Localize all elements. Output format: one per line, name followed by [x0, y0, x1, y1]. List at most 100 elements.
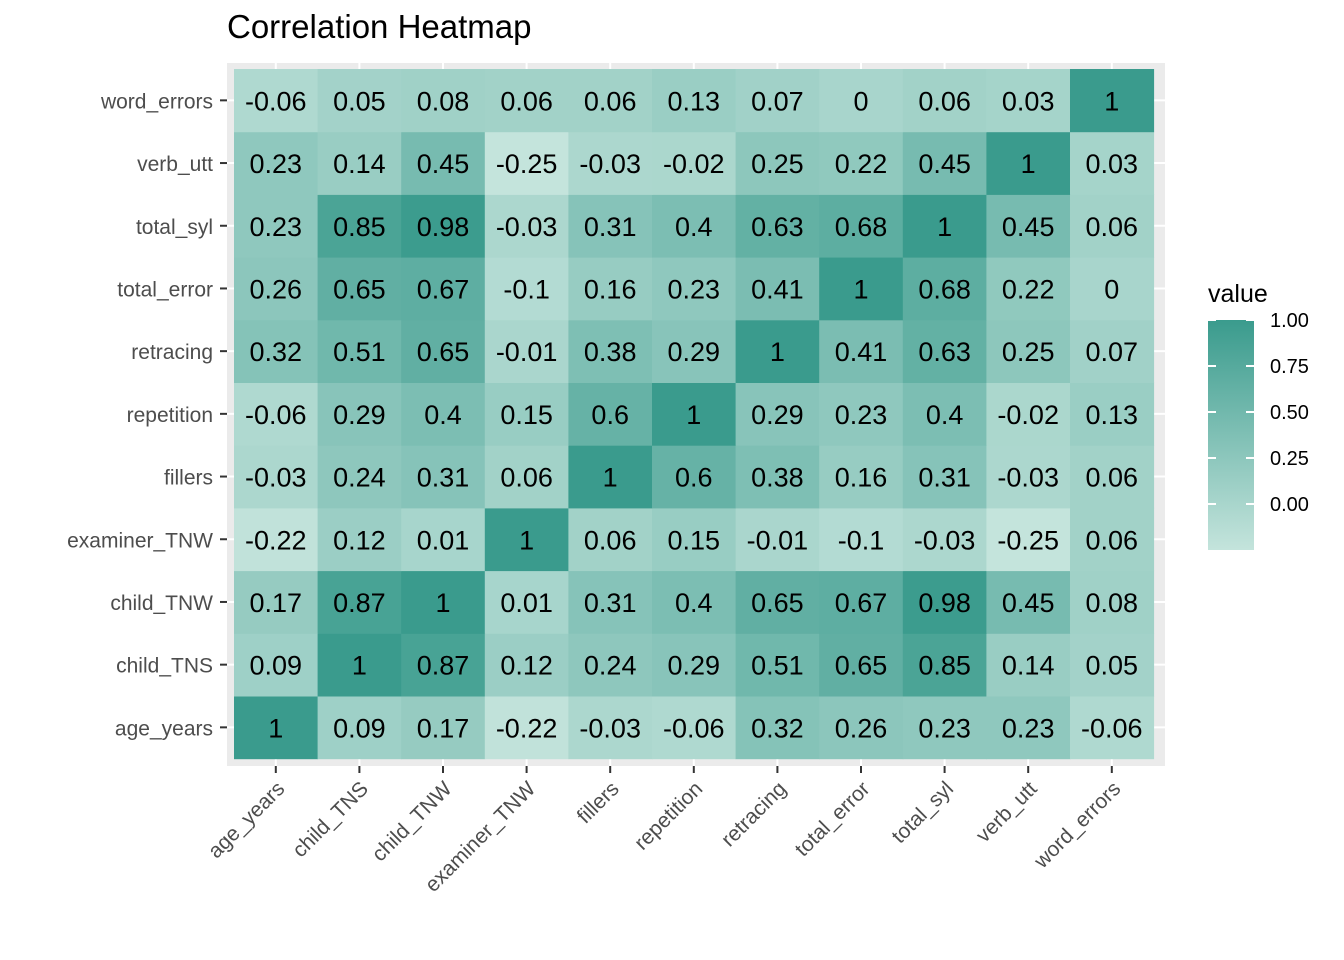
cell-value-label: 0.24 — [333, 463, 386, 493]
cell-value-label: -0.03 — [496, 212, 558, 242]
heatmap-cell-age_years-retracing — [735, 696, 820, 760]
cell-value-label: 0.16 — [584, 274, 637, 304]
cell-value-label: 0.63 — [751, 212, 804, 242]
cell-value-label: 0.23 — [918, 713, 971, 743]
cell-value-label: -0.1 — [838, 525, 885, 555]
heatmap-cell-examiner_TNW-word_errors — [1070, 507, 1155, 572]
cell-value-label: 0.08 — [1086, 588, 1139, 618]
y-tick-label: age_years — [115, 717, 213, 740]
heatmap-cell-child_TNS-verb_utt — [986, 633, 1071, 697]
heatmap-cell-fillers-retracing — [735, 445, 820, 509]
x-tick-label: child_TNW — [368, 777, 457, 866]
cell-value-label: 0.22 — [835, 149, 888, 179]
legend: value 1.00 0.75 0.50 0.25 0.00 — [1208, 280, 1309, 550]
heatmap-cell-child_TNS-age_years — [234, 633, 319, 697]
cell-value-label: 0.07 — [751, 86, 804, 116]
cell-value-label: 1 — [519, 525, 534, 555]
cell-value-label: -0.03 — [245, 463, 307, 493]
heatmap-cell-age_years-child_TNW — [401, 696, 486, 760]
heatmap-cell-age_years-total_error — [819, 696, 904, 760]
cell-value-label: -0.03 — [579, 713, 641, 743]
heatmap-cell-retracing-age_years — [234, 319, 319, 383]
heatmap-cell-total_error-retracing — [735, 257, 820, 321]
cell-value-label: 0.45 — [1002, 212, 1055, 242]
cell-value-label: -0.22 — [245, 525, 307, 555]
heatmap-cell-fillers-child_TNS — [317, 445, 402, 509]
heatmap-cell-total_error-total_syl — [902, 257, 987, 321]
cell-value-label: 0.06 — [500, 86, 553, 116]
cell-value-label: 1 — [1021, 149, 1036, 179]
heatmap-cell-age_years-child_TNS — [317, 696, 402, 760]
heatmap-cell-word_errors-retracing — [735, 69, 820, 133]
heatmap-cell-child_TNW-examiner_TNW — [484, 570, 569, 634]
heatmap-cell-fillers-child_TNW — [401, 445, 486, 509]
y-tick-label: total_syl — [136, 216, 213, 239]
x-tick-label: verb_utt — [972, 777, 1042, 847]
heatmap-cell-fillers-repetition — [652, 445, 737, 509]
heatmap-cell-repetition-verb_utt — [986, 382, 1071, 446]
y-tick-label: child_TNS — [116, 655, 213, 678]
cell-value-label: 0.06 — [584, 86, 637, 116]
x-tick-label: repetition — [630, 777, 707, 854]
cell-value-label: 0.31 — [417, 463, 470, 493]
heatmap-cell-repetition-fillers — [568, 382, 653, 446]
heatmap-cell-repetition-child_TNS — [317, 382, 402, 446]
cell-value-label: 0.17 — [250, 588, 303, 618]
cell-value-label: 0.67 — [835, 588, 888, 618]
x-tick-label: total_error — [791, 777, 875, 861]
heatmap-cell-examiner_TNW-age_years — [234, 507, 319, 572]
heatmap-cell-child_TNS-child_TNS — [317, 633, 402, 697]
cell-value-label: -0.22 — [496, 713, 558, 743]
y-axis: age_years child_TNS child_TNW examiner_TNW f… — [67, 90, 227, 740]
cell-value-label: 0.25 — [751, 149, 804, 179]
cell-value-label: 0.25 — [1002, 337, 1055, 367]
cell-value-label: 0.6 — [591, 400, 629, 430]
heatmap-cell-total_syl-total_syl — [902, 194, 987, 258]
cell-value-label: 0.41 — [835, 337, 888, 367]
heatmap-cell-total_error-child_TNW — [401, 257, 486, 321]
heatmap-cell-verb_utt-verb_utt — [986, 131, 1071, 195]
heatmap-cell-verb_utt-retracing — [735, 131, 820, 195]
heatmap-cell-retracing-fillers — [568, 319, 653, 383]
cell-value-label: 0.51 — [333, 337, 386, 367]
heatmap-cell-examiner_TNW-child_TNS — [317, 507, 402, 572]
cell-value-label: 1 — [686, 400, 701, 430]
heatmap-cell-fillers-age_years — [234, 445, 319, 509]
heatmap-cell-word_errors-child_TNW — [401, 69, 486, 133]
heatmap-cell-verb_utt-word_errors — [1070, 131, 1155, 195]
cell-value-label: 0.13 — [668, 86, 721, 116]
cell-value-label: -0.03 — [997, 463, 1059, 493]
heatmap-cell-total_error-word_errors — [1070, 257, 1155, 321]
heatmap-cell-retracing-verb_utt — [986, 319, 1071, 383]
heatmap-cell-word_errors-child_TNS — [317, 69, 402, 133]
cell-value-label: 0 — [853, 86, 868, 116]
y-tick-label: word_errors — [100, 90, 213, 113]
cell-value-label: 0.03 — [1002, 86, 1055, 116]
cell-value-label: 0.4 — [424, 400, 462, 430]
heatmap-cell-word_errors-fillers — [568, 69, 653, 133]
heatmap-cell-repetition-word_errors — [1070, 382, 1155, 446]
heatmap-cell-child_TNW-child_TNS — [317, 570, 402, 634]
heatmap-cell-examiner_TNW-total_syl — [902, 507, 987, 572]
cell-value-label: -0.02 — [997, 400, 1059, 430]
legend-tick-label: 0.50 — [1270, 402, 1309, 424]
heatmap-cell-fillers-examiner_TNW — [484, 445, 569, 509]
heatmap-cell-word_errors-verb_utt — [986, 69, 1071, 133]
cell-value-label: 0.45 — [417, 149, 470, 179]
heatmap-cell-examiner_TNW-child_TNW — [401, 507, 486, 572]
cell-value-label: 0.05 — [1086, 651, 1139, 681]
heatmap-cell-age_years-fillers — [568, 696, 653, 760]
cell-value-label: 0.98 — [417, 212, 470, 242]
cell-value-label: -0.01 — [747, 525, 809, 555]
cell-value-label: 0.4 — [926, 400, 964, 430]
cell-value-label: -0.06 — [245, 400, 307, 430]
heatmap-cell-repetition-examiner_TNW — [484, 382, 569, 446]
heatmap-cell-total_syl-examiner_TNW — [484, 194, 569, 258]
heatmap-cell-child_TNW-fillers — [568, 570, 653, 634]
heatmap-cell-word_errors-repetition — [652, 69, 737, 133]
heatmap-cell-total_syl-word_errors — [1070, 194, 1155, 258]
heatmap-cell-retracing-examiner_TNW — [484, 319, 569, 383]
cell-value-label: -0.02 — [663, 149, 725, 179]
heatmap-cell-word_errors-word_errors — [1070, 69, 1155, 133]
